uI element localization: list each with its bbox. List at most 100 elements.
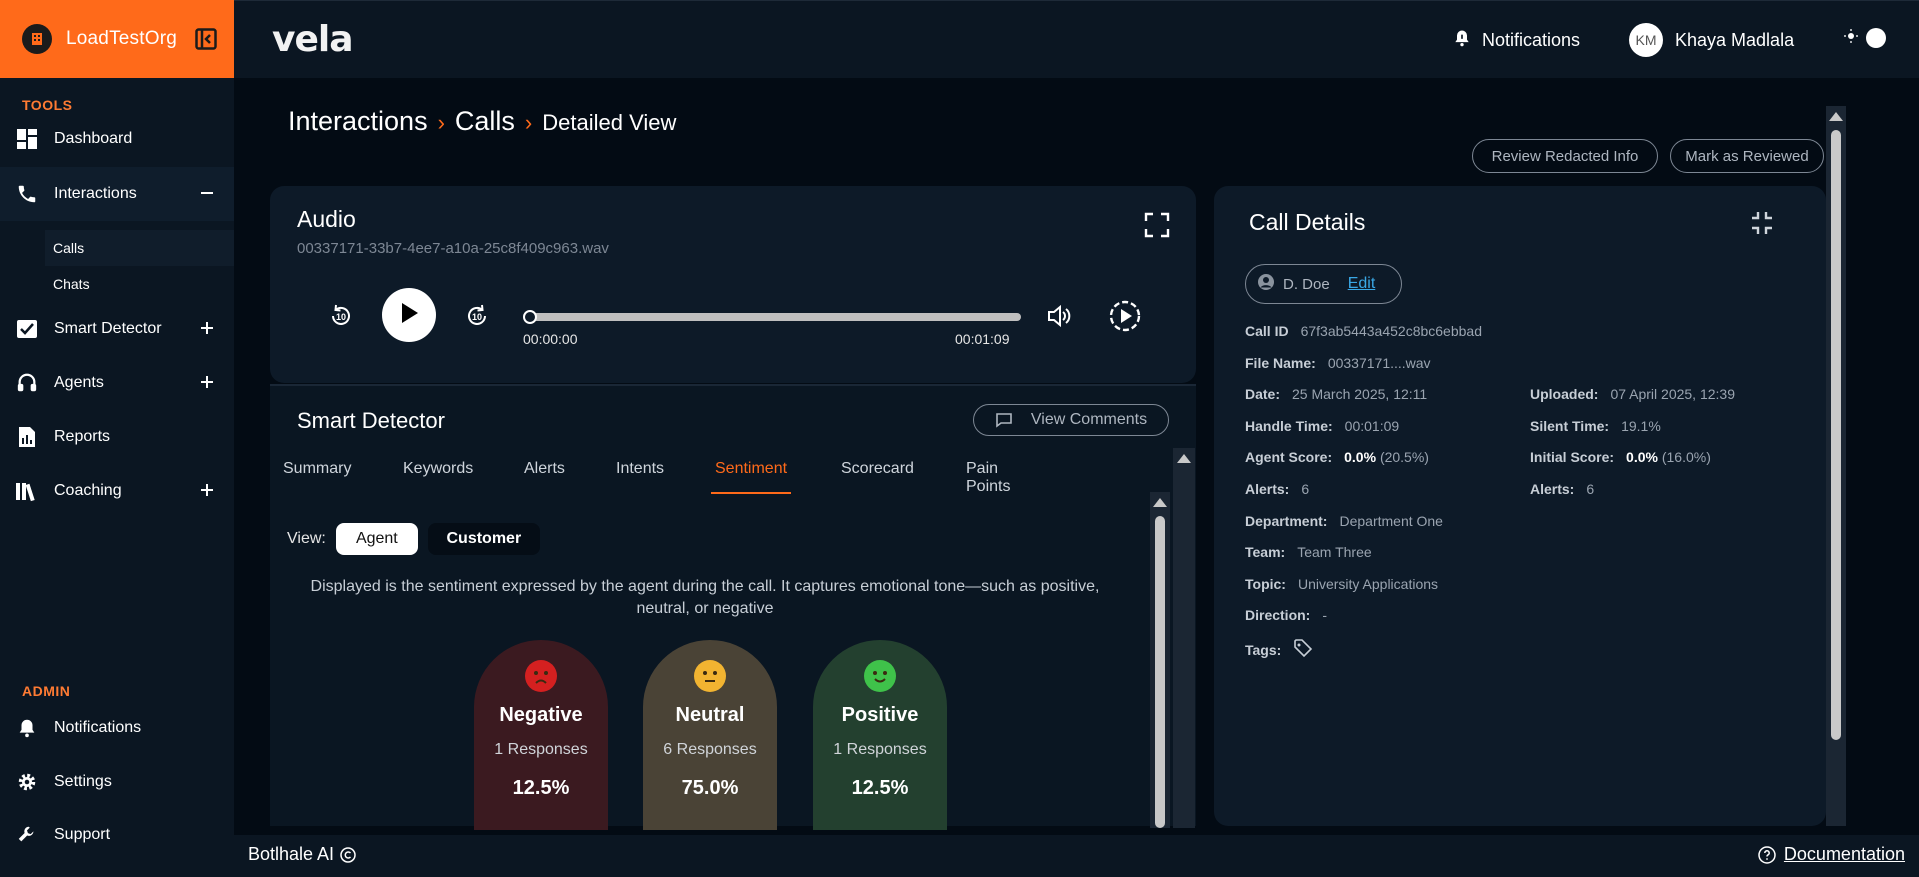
collapse-icon[interactable] (1750, 210, 1774, 241)
content-scrollbar[interactable] (1150, 492, 1170, 828)
tab-summary[interactable]: Summary (283, 460, 352, 477)
handle-time-row: Handle Time: 00:01:09 (1245, 418, 1399, 434)
fullscreen-icon[interactable] (1144, 212, 1170, 243)
headset-icon (14, 370, 40, 396)
scroll-up-icon[interactable] (1829, 112, 1843, 121)
call-details-title: Call Details (1249, 209, 1366, 235)
sidebar-item-agents[interactable]: Agents (0, 356, 234, 410)
tab-scorecard[interactable]: Scorecard (841, 460, 914, 477)
edit-assignee-link[interactable]: Edit (1347, 275, 1376, 292)
sidebar-item-interactions[interactable]: Interactions (0, 167, 234, 221)
user-circle-icon (1257, 273, 1275, 295)
forward-10-icon[interactable]: 10 (463, 302, 491, 335)
progress-handle[interactable] (523, 310, 537, 324)
sidebar-item-label: Dashboard (54, 130, 133, 147)
scroll-up-icon[interactable] (1153, 498, 1167, 507)
team-value: Team Three (1297, 544, 1372, 560)
minus-icon[interactable] (196, 182, 218, 204)
sidebar-item-reports[interactable]: Reports (0, 410, 234, 464)
department-row: Department: Department One (1245, 513, 1443, 529)
sidebar-subitem-chats[interactable]: Chats (53, 276, 90, 292)
alerts-row-2: Alerts: 6 (1530, 481, 1594, 497)
plus-icon[interactable] (196, 479, 218, 501)
rewind-10-icon[interactable]: 10 (327, 302, 355, 335)
audio-progress-slider[interactable] (523, 310, 1021, 324)
sentiment-card-positive: Positive 1 Responses 12.5% (813, 640, 947, 830)
customer-view-button[interactable]: Customer (427, 523, 540, 555)
sentiment-description: Displayed is the sentiment expressed by … (310, 578, 1100, 617)
sidebar-item-notifications[interactable]: Notifications (0, 701, 234, 755)
brand-logo[interactable]: vela (272, 19, 354, 60)
scrollbar-thumb[interactable] (1155, 516, 1165, 828)
sentiment-responses: 1 Responses (494, 741, 588, 758)
page-scrollbar[interactable] (1826, 106, 1846, 826)
file-name-row: File Name: 00337171....wav (1245, 355, 1431, 371)
agent-view-button[interactable]: Agent (335, 523, 418, 555)
plus-icon[interactable] (196, 317, 218, 339)
sidebar-item-label: Support (54, 826, 111, 843)
tab-sentiment[interactable]: Sentiment (711, 460, 792, 494)
playback-speed-icon[interactable] (1108, 299, 1142, 338)
smart-detector-title: Smart Detector (297, 408, 445, 433)
review-redacted-button[interactable]: Review Redacted Info (1472, 139, 1658, 173)
sidebar: LoadTestOrg TOOLS Dashboard Interactions… (0, 0, 234, 877)
sentiment-responses: 6 Responses (663, 741, 757, 758)
uploaded-row: Uploaded: 07 April 2025, 12:39 (1530, 386, 1735, 402)
initial-score-label: Initial Score: (1530, 449, 1615, 465)
sentiment-name: Neutral (675, 704, 745, 726)
initial-score-value: 0.0% (1626, 449, 1658, 465)
tab-pain-points[interactable]: Pain Points (966, 460, 1011, 495)
assignee-chip: D. Doe Edit (1245, 264, 1402, 304)
volume-icon[interactable] (1047, 304, 1073, 333)
bell-icon (1452, 27, 1472, 54)
date-row: Date: 25 March 2025, 12:11 (1245, 386, 1427, 402)
tab-alerts[interactable]: Alerts (524, 460, 565, 477)
sidebar-item-dashboard[interactable]: Dashboard (0, 112, 234, 166)
notifications-button[interactable]: Notifications (1452, 27, 1580, 54)
view-comments-button[interactable]: View Comments (973, 404, 1169, 436)
documentation-link[interactable]: Documentation (1758, 844, 1905, 865)
books-icon (14, 478, 40, 504)
audio-title: Audio (297, 206, 356, 232)
tabs-scrollbar[interactable] (1173, 448, 1195, 828)
duration: 00:01:09 (955, 331, 1010, 347)
tag-icon[interactable] (1293, 638, 1313, 661)
call-details-panel: Call Details D. Doe Edit Call ID 67f3ab54… (1214, 186, 1826, 826)
sidebar-item-settings[interactable]: Settings (0, 755, 234, 809)
collapse-sidebar-icon[interactable] (194, 27, 218, 51)
sentiment-percent: 75.0% (681, 777, 739, 799)
play-icon (398, 301, 420, 330)
play-button[interactable] (382, 288, 436, 342)
positive-face-icon (864, 660, 896, 692)
plus-icon[interactable] (196, 371, 218, 393)
direction-row: Direction: - (1245, 607, 1327, 623)
brand-name: vela (272, 19, 354, 60)
sidebar-item-smart-detector[interactable]: Smart Detector (0, 302, 234, 356)
sidebar-item-support[interactable]: Support (0, 808, 234, 862)
department-label: Department: (1245, 513, 1328, 529)
topic-row: Topic: University Applications (1245, 576, 1438, 592)
file-name-label: File Name: (1245, 355, 1316, 371)
breadcrumb-interactions[interactable]: Interactions (288, 106, 428, 136)
report-icon (14, 424, 40, 450)
org-name[interactable]: LoadTestOrg (66, 28, 177, 49)
scroll-up-icon[interactable] (1177, 454, 1191, 463)
scrollbar-thumb[interactable] (1831, 130, 1841, 740)
svg-text:10: 10 (472, 312, 482, 322)
breadcrumb-calls[interactable]: Calls (454, 106, 515, 136)
tab-intents[interactable]: Intents (616, 460, 665, 477)
copyright-icon (340, 846, 356, 863)
negative-face-icon (525, 660, 557, 692)
team-row: Team: Team Three (1245, 544, 1372, 560)
theme-toggle[interactable] (1844, 28, 1886, 48)
sidebar-subitem-calls[interactable]: Calls (45, 230, 234, 266)
gear-icon (14, 769, 40, 795)
notifications-label: Notifications (1482, 30, 1581, 50)
tab-keywords[interactable]: Keywords (403, 460, 474, 477)
call-id-row: Call ID 67f3ab5443a452c8bc6ebbad (1245, 323, 1482, 339)
comment-icon (995, 412, 1013, 428)
user-menu[interactable]: KM Khaya Madlala (1629, 23, 1794, 57)
mark-reviewed-button[interactable]: Mark as Reviewed (1670, 139, 1824, 173)
sidebar-item-coaching[interactable]: Coaching (0, 464, 234, 518)
direction-value: - (1322, 607, 1328, 623)
